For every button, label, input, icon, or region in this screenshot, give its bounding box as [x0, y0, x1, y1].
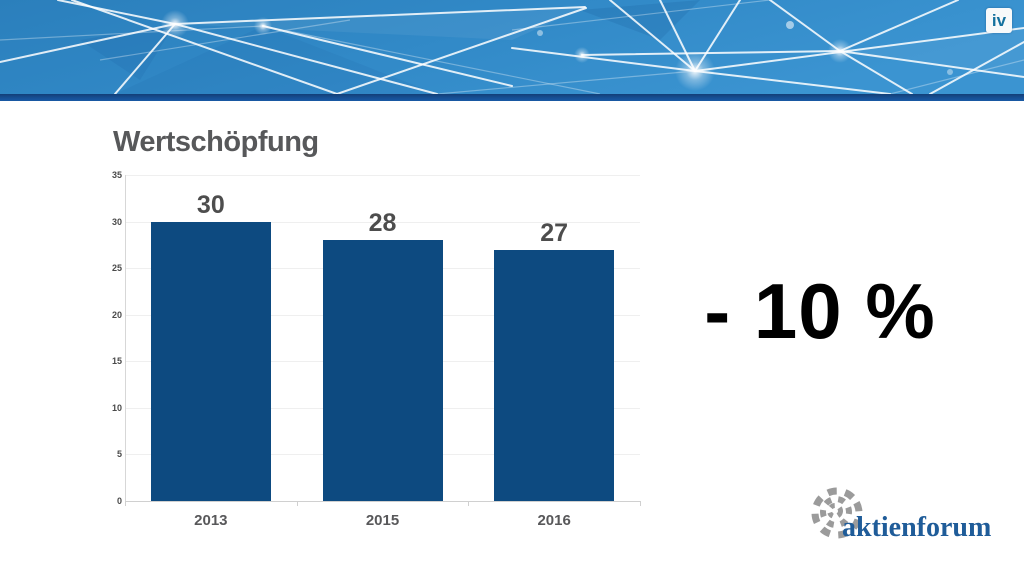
y-tick-label: 25 [111, 263, 122, 274]
page-title: Wertschöpfung [113, 126, 319, 158]
x-axis-tick [125, 501, 126, 506]
x-axis-tick [296, 501, 298, 506]
iv-logo-text: iv [991, 10, 1007, 30]
gridline [125, 175, 640, 176]
y-tick-label: 0 [116, 496, 122, 506]
x-tick-label: 2013 [194, 512, 228, 529]
y-axis-line [125, 175, 126, 501]
bar-value-label: 28 [368, 209, 397, 238]
header-stripe [0, 94, 1024, 101]
y-tick-label: 5 [116, 449, 122, 460]
bar [494, 249, 615, 501]
bar-value-label: 27 [540, 218, 569, 247]
x-tick-label: 2016 [537, 512, 571, 529]
header-banner: iv [0, 0, 1024, 94]
iv-logo: iv [986, 8, 1012, 33]
bar-chart: 0 5 10 15 20 25 30 35 30 2013 28 2015 27 2016 [105, 168, 665, 540]
y-tick-label: 20 [111, 309, 122, 320]
x-axis-tick [640, 501, 641, 506]
y-tick-label: 30 [111, 216, 122, 227]
x-axis-tick [468, 501, 470, 506]
spiral-dashes-icon [811, 487, 863, 539]
y-tick-label: 35 [111, 170, 122, 180]
x-axis-line [125, 501, 640, 502]
bar-value-label: 30 [196, 190, 225, 219]
aktienforum-wordmark: aktienforum [842, 512, 992, 543]
header-network-graphic [0, 0, 1024, 94]
x-tick-label: 2015 [365, 512, 400, 529]
bar [322, 240, 443, 501]
y-tick-label: 15 [111, 356, 122, 367]
gridline [125, 221, 640, 223]
bar [150, 221, 271, 501]
percentage-highlight: - 10 % [704, 267, 936, 355]
y-tick-label: 10 [111, 402, 122, 413]
aktienforum-logo: aktienforum [808, 476, 1008, 556]
